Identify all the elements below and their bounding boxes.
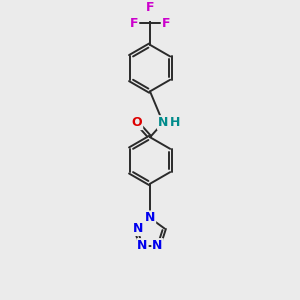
Text: N: N	[158, 116, 168, 129]
Text: F: F	[130, 16, 138, 29]
Text: N: N	[152, 239, 163, 252]
Text: N: N	[137, 239, 148, 252]
Text: O: O	[132, 116, 142, 129]
Text: F: F	[162, 16, 170, 29]
Text: F: F	[146, 1, 154, 13]
Text: N: N	[145, 212, 155, 224]
Text: H: H	[169, 116, 180, 129]
Text: N: N	[133, 222, 144, 235]
